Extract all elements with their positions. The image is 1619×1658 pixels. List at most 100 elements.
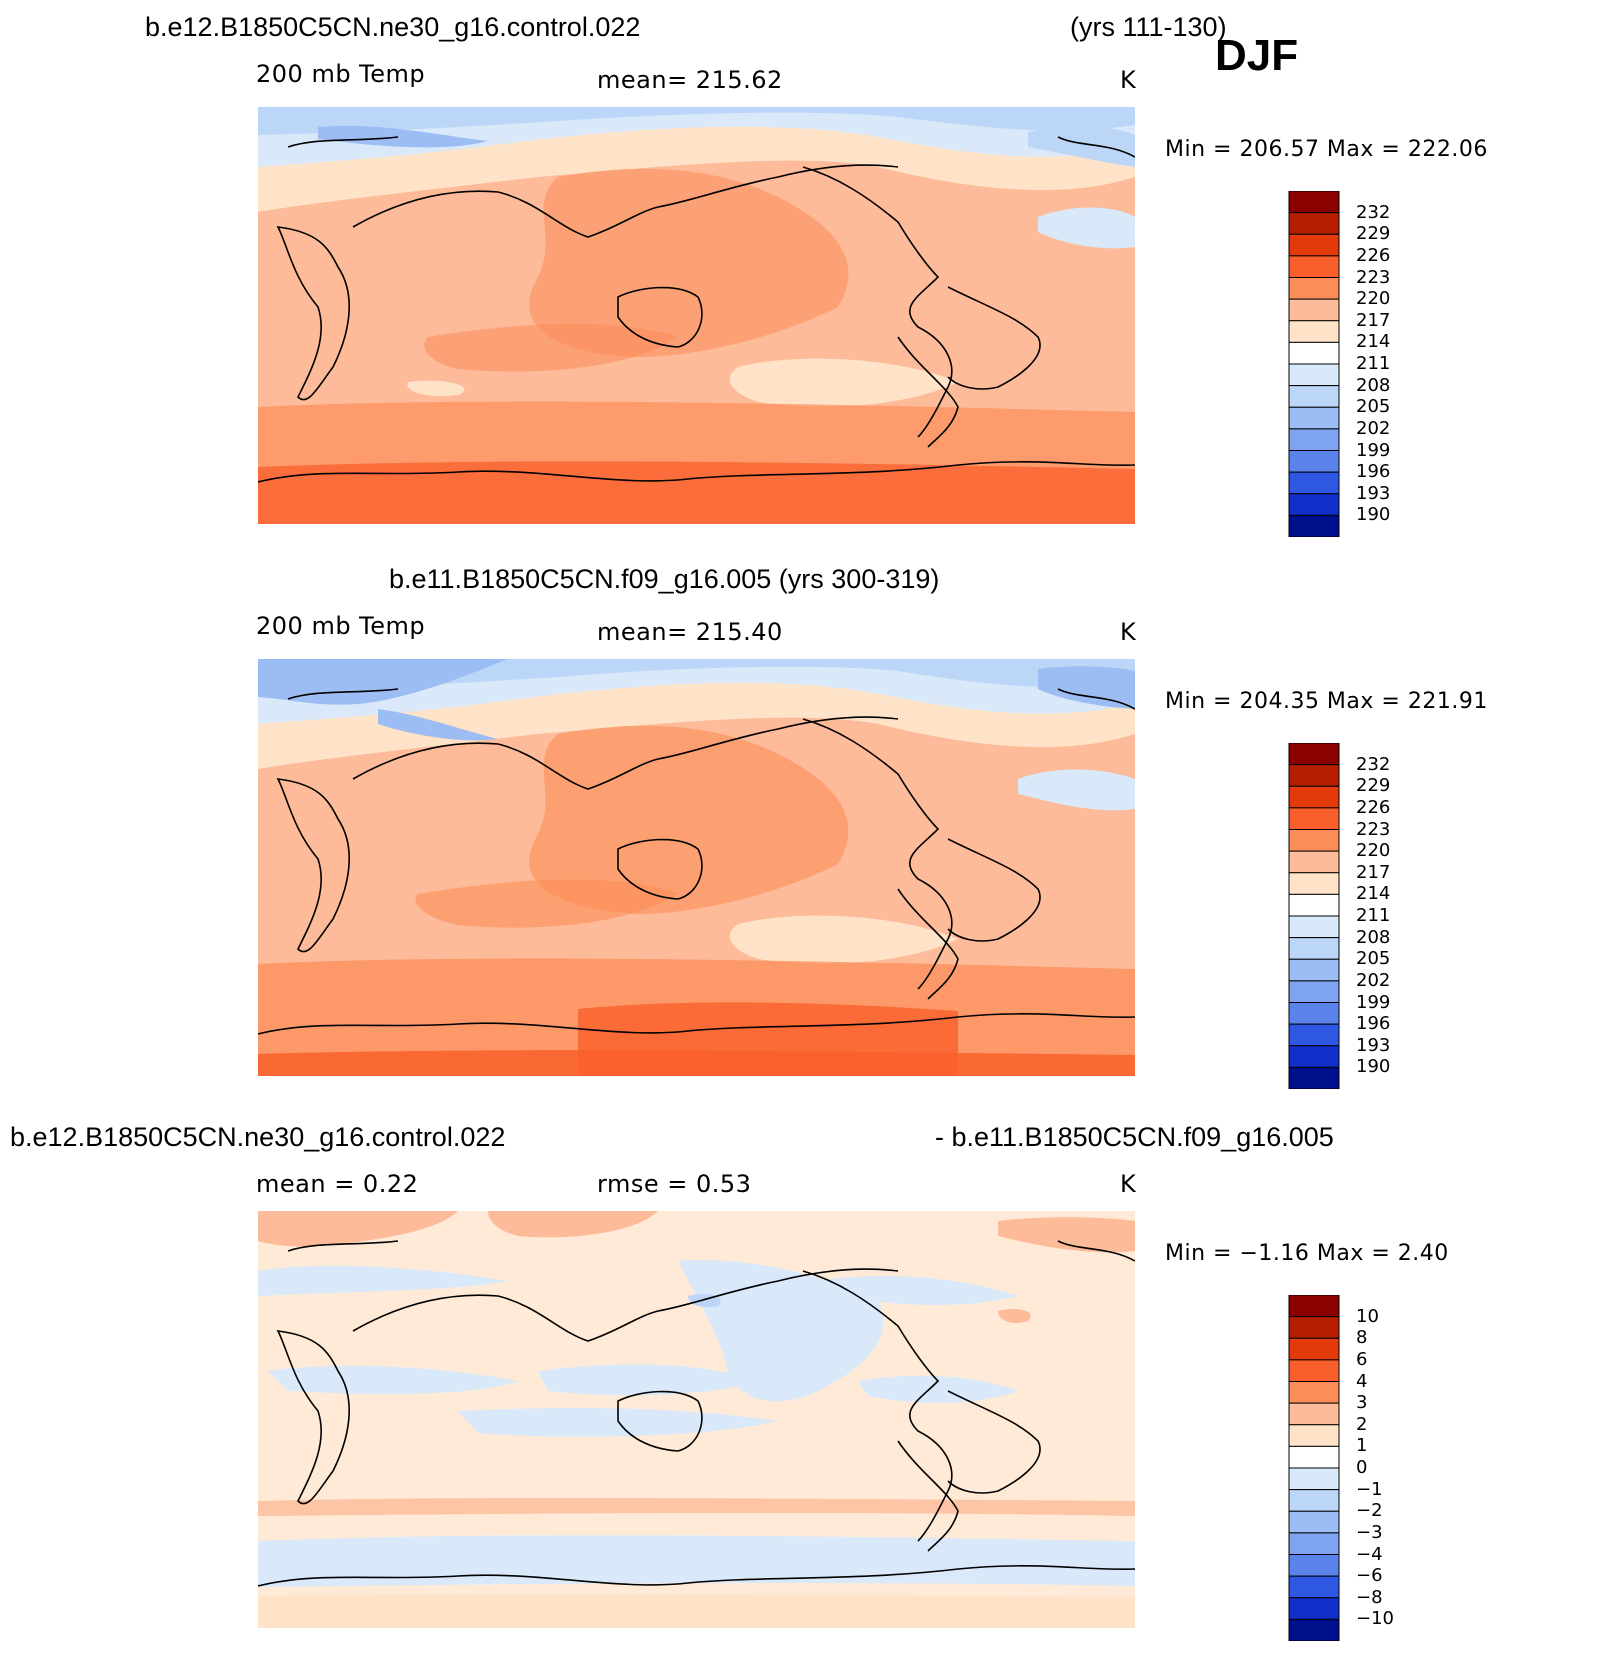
colorbar-tick-label: −8: [1356, 1586, 1383, 1608]
colorbar-tick-label: −10: [1356, 1608, 1394, 1630]
panel3-map: [258, 1211, 1135, 1628]
colorbar-swatch: [1288, 829, 1340, 852]
colorbar-swatch: [1288, 233, 1340, 257]
colorbar-swatch: [1288, 1445, 1340, 1469]
colorbar-swatch: [1288, 807, 1340, 830]
colorbar-swatch: [1288, 785, 1340, 809]
colorbar-tick-label: 232: [1356, 201, 1391, 223]
colorbar-swatch: [1288, 320, 1340, 343]
colorbar-swatch: [1288, 893, 1340, 917]
colorbar-swatch: [1288, 363, 1340, 387]
colorbar-tick-label: 1: [1356, 1435, 1368, 1457]
colorbar-tick-label: −6: [1356, 1565, 1383, 1587]
panel3-units: K: [1120, 1170, 1137, 1198]
panel3-rmse: rmse = 0.53: [597, 1170, 752, 1198]
colorbar-tick-label: −2: [1356, 1500, 1383, 1522]
panel3-minmax: Min = −1.16 Max = 2.40: [1165, 1241, 1449, 1266]
colorbar-swatch: [1288, 1402, 1340, 1426]
colorbar-tick-label: 193: [1356, 482, 1391, 504]
panel3-title-left: b.e12.B1850C5CN.ne30_g16.control.022: [10, 1122, 506, 1152]
panel2-colorbar: [1288, 743, 1340, 1089]
colorbar-tick-label: 196: [1356, 1013, 1391, 1035]
colorbar-tick-label: 190: [1356, 504, 1391, 526]
colorbar-swatch: [1288, 255, 1340, 278]
colorbar-tick-label: 190: [1356, 1056, 1391, 1078]
colorbar-tick-label: 202: [1356, 417, 1391, 439]
colorbar-swatch: [1288, 1066, 1340, 1089]
colorbar-tick-label: −3: [1356, 1521, 1383, 1543]
colorbar-tick-label: 205: [1356, 396, 1391, 418]
colorbar-tick-label: 220: [1356, 288, 1391, 310]
colorbar-tick-label: 6: [1356, 1348, 1368, 1370]
panel3-coastlines: [258, 1240, 1135, 1587]
colorbar-tick-label: 226: [1356, 796, 1391, 818]
colorbar-swatch: [1288, 1002, 1340, 1025]
colorbar-tick-label: 214: [1356, 883, 1391, 905]
colorbar-swatch: [1288, 1618, 1340, 1641]
colorbar-swatch: [1288, 428, 1340, 451]
colorbar-tick-label: −1: [1356, 1478, 1383, 1500]
colorbar-swatch: [1288, 1337, 1340, 1361]
colorbar-tick-label: 211: [1356, 353, 1391, 374]
colorbar-swatch: [1288, 1489, 1340, 1512]
panel1-units: K: [1120, 66, 1137, 94]
colorbar-swatch: [1288, 1023, 1340, 1047]
colorbar-tick-label: 223: [1356, 266, 1391, 288]
panel3-title-right: - b.e11.B1850C5CN.f09_g16.005: [935, 1122, 1334, 1152]
colorbar-tick-label: 217: [1356, 309, 1391, 331]
colorbar-swatch: [1288, 980, 1340, 1003]
colorbar-swatch: [1288, 1295, 1340, 1318]
colorbar-swatch: [1288, 493, 1340, 516]
colorbar-swatch: [1288, 1316, 1340, 1339]
colorbar-tick-label: 196: [1356, 461, 1391, 483]
colorbar-swatch: [1288, 872, 1340, 895]
colorbar-swatch: [1288, 1381, 1340, 1404]
panel1-minmax: Min = 206.57 Max = 222.06: [1165, 137, 1488, 162]
colorbar-swatch: [1288, 212, 1340, 235]
colorbar-tick-label: 4: [1356, 1370, 1368, 1392]
colorbar-swatch: [1288, 1597, 1340, 1620]
colorbar-tick-label: 3: [1356, 1392, 1368, 1414]
colorbar-tick-label: 199: [1356, 991, 1391, 1013]
colorbar-swatch: [1288, 341, 1340, 365]
colorbar-swatch: [1288, 1554, 1340, 1577]
colorbar-swatch: [1288, 1532, 1340, 1555]
panel2-map: [258, 659, 1135, 1076]
colorbar-swatch: [1288, 958, 1340, 982]
panel1-contour-fill: [258, 107, 1135, 524]
panel2-units: K: [1120, 618, 1137, 646]
panel2-coastlines: [258, 688, 1135, 1035]
season-label: DJF: [1215, 31, 1299, 80]
colorbar-swatch: [1288, 1575, 1340, 1599]
panel2-variable: 200 mb Temp: [256, 612, 426, 640]
panel1-years: (yrs 111-130): [1070, 12, 1227, 42]
colorbar-swatch: [1288, 1359, 1340, 1382]
panel2-contour-fill: [258, 659, 1135, 1076]
colorbar-tick-label: −4: [1356, 1543, 1383, 1565]
colorbar-swatch: [1288, 1467, 1340, 1491]
panel2-minmax: Min = 204.35 Max = 221.91: [1165, 689, 1488, 714]
colorbar-swatch: [1288, 385, 1340, 408]
panel1-map: [258, 107, 1135, 524]
colorbar-tick-label: 211: [1356, 905, 1391, 926]
colorbar-swatch: [1288, 514, 1340, 537]
colorbar-swatch: [1288, 743, 1340, 766]
panel1-variable: 200 mb Temp: [256, 60, 426, 88]
colorbar-swatch: [1288, 450, 1340, 473]
panel1-mean: mean= 215.62: [597, 66, 783, 94]
colorbar-swatch: [1288, 1424, 1340, 1447]
colorbar-swatch: [1288, 298, 1340, 322]
colorbar-tick-label: 217: [1356, 861, 1391, 883]
colorbar-swatch: [1288, 406, 1340, 430]
colorbar-swatch: [1288, 937, 1340, 960]
colorbar-tick-label: 226: [1356, 244, 1391, 266]
colorbar-swatch: [1288, 764, 1340, 787]
colorbar-tick-label: 193: [1356, 1034, 1391, 1056]
colorbar-tick-label: 205: [1356, 948, 1391, 970]
colorbar-tick-label: 223: [1356, 818, 1391, 840]
colorbar-tick-label: 202: [1356, 969, 1391, 991]
colorbar-swatch: [1288, 191, 1340, 214]
colorbar-tick-label: 229: [1356, 223, 1391, 245]
colorbar-tick-label: 0: [1356, 1457, 1368, 1478]
colorbar-tick-label: 199: [1356, 439, 1391, 461]
